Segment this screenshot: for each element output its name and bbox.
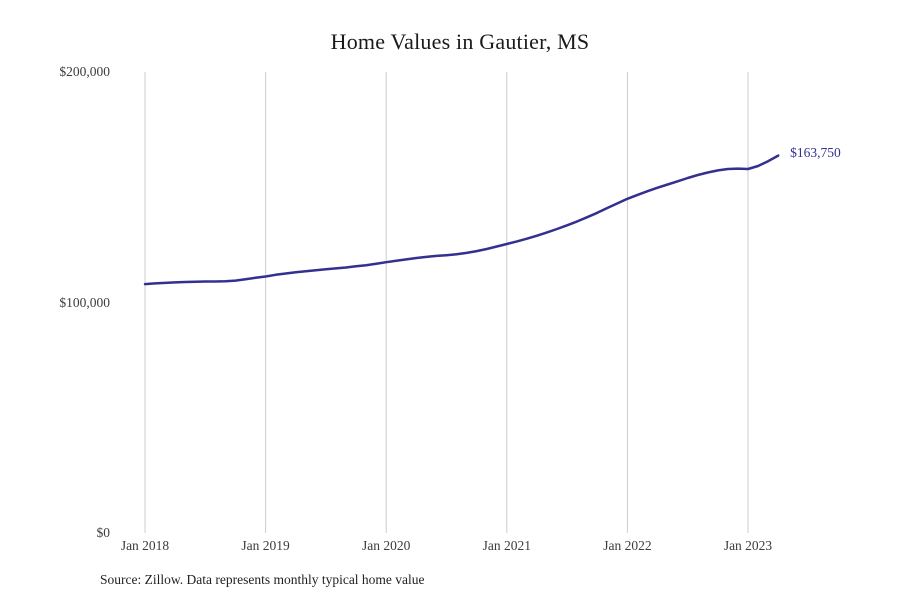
x-axis-tick-label: Jan 2021 xyxy=(482,538,531,553)
y-axis-tick-label: $100,000 xyxy=(59,294,110,310)
x-axis: Jan 2018 Jan 2019 Jan 2020 Jan 2021 Jan 2022… xyxy=(0,538,900,558)
y-axis-tick-label: $0 xyxy=(96,525,111,540)
y-axis: $0 $100,000 $200,000 xyxy=(0,0,110,600)
x-axis-tick-label: Jan 2018 xyxy=(120,538,170,553)
home-value-line xyxy=(143,154,780,286)
y-axis-tick-label: $200,000 xyxy=(59,64,110,79)
x-axis-tick-label: Jan 2020 xyxy=(362,538,411,553)
x-axis-tick-label: Jan 2019 xyxy=(241,538,290,553)
x-axis-tick-label: Jan 2023 xyxy=(723,538,773,553)
end-value-annotation: $163,750 xyxy=(790,144,841,160)
chart-title: Home Values in Gautier, MS xyxy=(330,29,590,54)
source-note: Source: Zillow. Data represents monthly … xyxy=(100,572,425,587)
x-axis-tick-label: Jan 2022 xyxy=(603,538,652,553)
